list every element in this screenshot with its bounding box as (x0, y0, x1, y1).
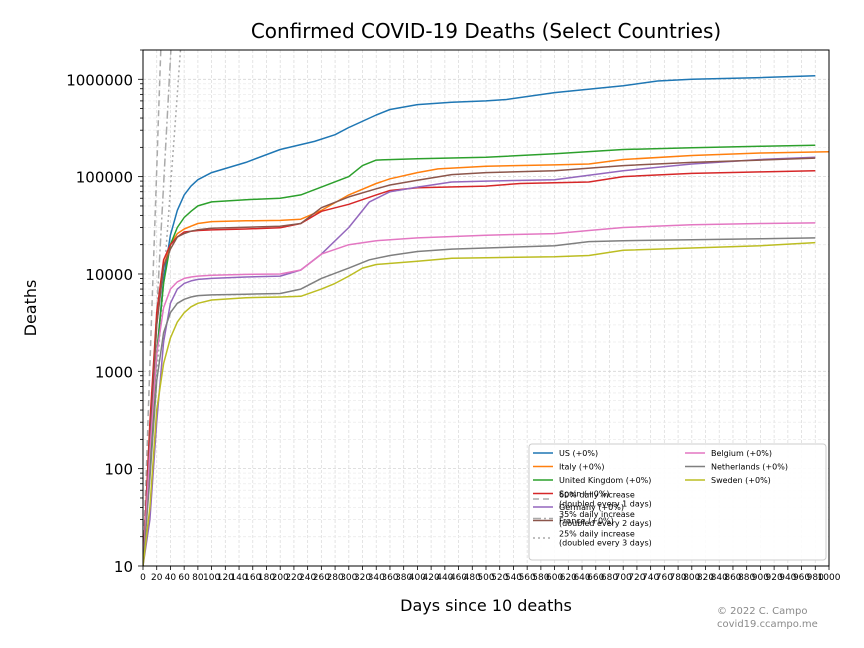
x-tick-label: 80 (192, 573, 204, 583)
legend-label-1: US (+0%) (559, 449, 598, 458)
x-tick-label: 360 (381, 573, 398, 583)
x-tick-label: 260 (313, 573, 330, 583)
y-tick-label: 1000 (95, 363, 133, 381)
x-tick-label: 700 (615, 573, 632, 583)
plot-area (143, 50, 829, 566)
x-tick-label: 980 (807, 573, 824, 583)
x-tick-label: 660 (587, 573, 604, 583)
x-tick-label: 560 (519, 573, 536, 583)
x-tick-label: 220 (285, 573, 302, 583)
x-tick-label: 640 (573, 573, 590, 583)
x-tick-label: 40 (165, 573, 177, 583)
x-tick-label: 280 (326, 573, 343, 583)
y-tick-label: 10 (114, 558, 133, 576)
legend-label-10: 60% daily increase (doubled every 1 days) (559, 491, 652, 509)
x-tick-label: 60 (178, 573, 190, 583)
series-line-9 (143, 241, 816, 566)
x-tick-label: 320 (354, 573, 371, 583)
x-tick-label: 200 (272, 573, 289, 583)
x-tick-label: 480 (464, 573, 481, 583)
series-line-1 (143, 74, 816, 566)
y-axis-label: Deaths (21, 280, 40, 337)
x-tick-label: 420 (423, 573, 440, 583)
legend-label-8: Netherlands (+0%) (711, 463, 788, 472)
x-tick-label: 160 (244, 573, 261, 583)
legend-label-3: United Kingdom (+0%) (559, 476, 651, 485)
legend-label-9: Sweden (+0%) (711, 476, 771, 485)
x-tick-label: 940 (779, 573, 796, 583)
x-tick-label: 140 (230, 573, 247, 583)
x-tick-label: 860 (724, 573, 741, 583)
x-tick-label: 240 (299, 573, 316, 583)
y-tick-label: 100000 (76, 169, 133, 187)
x-tick-label: 0 (140, 573, 146, 583)
x-tick-label: 720 (628, 573, 645, 583)
x-tick-label: 740 (642, 573, 659, 583)
legend-label-6: France (+0%) (559, 517, 614, 526)
x-tick-label: 300 (340, 573, 357, 583)
series-line-8 (143, 237, 816, 566)
x-tick-label: 20 (151, 573, 163, 583)
y-tick-label: 10000 (85, 266, 133, 284)
axes: 0 20 40 60 80 1001201401601802002202402602803… (66, 49, 841, 583)
y-tick-label: 100 (104, 461, 133, 479)
x-tick-label: 900 (752, 573, 769, 583)
x-tick-label: 100 (203, 573, 220, 583)
legend-label-12: 25% daily increase (doubled every 3 days) (559, 530, 652, 548)
x-tick-label: 460 (450, 573, 467, 583)
x-tick-label: 960 (793, 573, 810, 583)
x-tick-label: 840 (711, 573, 728, 583)
x-tick-label: 580 (532, 573, 549, 583)
x-tick-label: 340 (368, 573, 385, 583)
x-tick-label: 440 (436, 573, 453, 583)
series-line-7 (143, 222, 816, 566)
x-tick-label: 760 (656, 573, 673, 583)
x-tick-label: 880 (738, 573, 755, 583)
x-tick-label: 800 (683, 573, 700, 583)
credit-copyright: © 2022 C. Campo (717, 606, 808, 617)
legend-label-7: Belgium (+0%) (711, 449, 772, 458)
legend-label-5: Germany (+0%) (559, 503, 624, 512)
x-tick-label: 540 (505, 573, 522, 583)
legend-label-11: 35% daily increase (doubled every 2 days) (559, 510, 652, 528)
credit-url: covid19.ccampo.me (717, 619, 818, 630)
x-tick-label: 1000 (818, 573, 841, 583)
x-tick-label: 820 (697, 573, 714, 583)
series-line-6 (143, 157, 816, 566)
x-tick-label: 920 (766, 573, 783, 583)
legend-label-4: Spain (+0%) (559, 490, 610, 499)
x-tick-label: 500 (477, 573, 494, 583)
legend-box (528, 443, 827, 561)
x-tick-label: 180 (258, 573, 275, 583)
x-tick-label: 620 (560, 573, 577, 583)
x-tick-label: 780 (669, 573, 686, 583)
legend-label-2: Italy (+0%) (559, 463, 605, 472)
chart-title: Confirmed COVID-19 Deaths (Select Countr… (251, 19, 721, 43)
x-axis-label: Days since 10 deaths (400, 596, 572, 615)
x-tick-label: 400 (409, 573, 426, 583)
x-tick-label: 600 (546, 573, 563, 583)
x-tick-label: 380 (395, 573, 412, 583)
x-tick-label: 520 (491, 573, 508, 583)
axes-frame (142, 49, 830, 567)
reference-line-1 (143, 50, 162, 566)
y-tick-label: 1000000 (66, 71, 133, 89)
x-tick-label: 680 (601, 573, 618, 583)
x-tick-label: 120 (217, 573, 234, 583)
legend: US (+0%) Italy (+0%) United Kingdom (+0%) S… (528, 443, 827, 561)
